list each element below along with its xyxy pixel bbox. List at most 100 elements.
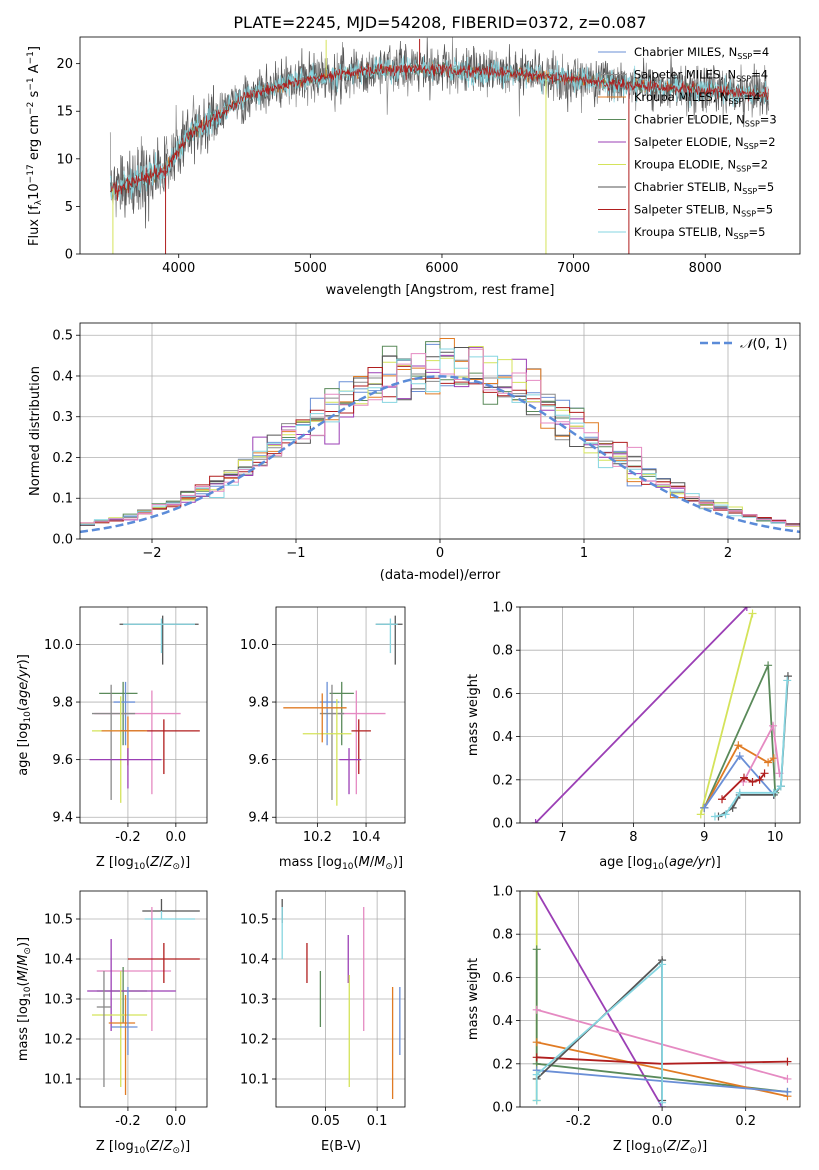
x-tick-label: 0.1 <box>367 1114 388 1129</box>
y-tick-label: 9.4 <box>248 811 269 826</box>
weight-marker <box>760 769 769 778</box>
legend-entry: Salpeter STELIB, NSSP=5 <box>634 203 773 219</box>
weight-marker <box>700 803 709 812</box>
errorbar-point <box>283 693 347 743</box>
legend-subscript: SSP <box>737 52 752 61</box>
weight-marker <box>764 758 773 767</box>
legend-entry: Chabrier STELIB, NSSP=5 <box>634 180 774 196</box>
legend-subscript: SSP <box>745 120 760 129</box>
errorbar-point <box>108 995 136 1095</box>
x-tick-label: 10 <box>767 830 784 845</box>
weight-marker <box>769 788 778 797</box>
errorbar-point <box>119 615 199 665</box>
y-tick-label: 0.2 <box>492 1057 513 1072</box>
axes-frame <box>519 606 801 824</box>
y-tick-label: 0.2 <box>52 451 73 466</box>
errorbar-point <box>144 911 196 920</box>
y-tick-label: 10.1 <box>240 1073 269 1088</box>
legend-tail: =2 <box>751 158 768 172</box>
y-tick-label: 0.4 <box>52 369 73 384</box>
y-tick-label: 0.0 <box>492 817 513 832</box>
y-tick-label: 5 <box>65 200 73 215</box>
plot-area <box>531 607 792 823</box>
y-tick-label: 0.8 <box>492 928 513 943</box>
x-axis-label: Z [log10(Z/Z⊙)] <box>96 855 190 872</box>
x-tick-label: 10.4 <box>352 830 381 845</box>
weight-marker <box>769 754 778 763</box>
y-tick-label: 0.3 <box>52 410 73 425</box>
weight-marker <box>783 1087 792 1096</box>
errorbar-point <box>319 684 345 800</box>
x-tick-label: 4000 <box>162 261 195 276</box>
weight-marker <box>783 676 792 685</box>
y-tick-label: 0.1 <box>52 492 73 507</box>
weight-marker <box>735 752 744 761</box>
errorbar-point <box>120 719 200 775</box>
x-tick-label: 0.05 <box>311 1114 340 1129</box>
weight-vs-age-panel: 7 8 9 10 0.0 0.2 0.4 0.6 0.8 1.0 age [log10(age/yr… <box>466 601 801 872</box>
plot-area <box>281 899 401 1099</box>
errorbar-point <box>96 907 172 1031</box>
y-tick-label: 10.3 <box>240 993 269 1008</box>
legend-tail: =4 <box>744 90 761 104</box>
mass-vs-metallicity-panel: -0.2 0.0 10.1 10.2 10.3 10.4 10.5 Z [log10(Z/Z⊙… <box>16 890 208 1156</box>
legend-entry: Salpeter MILES, NSSP=4 <box>634 68 768 84</box>
axes-frame <box>79 36 801 255</box>
weight-line <box>699 613 754 815</box>
legend-subscript: SSP <box>734 232 749 241</box>
x-axis-label: Z [log10(Z/Z⊙)] <box>96 1139 190 1156</box>
legend-tail: =2 <box>759 135 776 149</box>
legend-subscript: SSP <box>729 97 744 106</box>
y-tick-label: 10.0 <box>44 638 73 653</box>
weight-vs-metallicity-panel: -0.2 0.0 0.2 0.0 0.2 0.4 0.6 0.8 1.0 Z [log10(Z/Z… <box>466 885 801 1156</box>
spectrum-panel: 4000 5000 6000 7000 8000 0 5 10 15 20 Chabrier MIL… <box>26 36 801 298</box>
x-tick-label: 0.2 <box>735 1114 756 1129</box>
y-tick-label: 10.0 <box>240 638 269 653</box>
weight-marker <box>769 721 778 730</box>
y-tick-label: 0.5 <box>52 329 73 344</box>
x-tick-label: 9 <box>700 830 708 845</box>
errorbar-point <box>91 971 148 1087</box>
weight-marker <box>740 773 748 782</box>
weight-marker <box>532 1053 541 1062</box>
x-tick-label: 0.0 <box>652 1114 673 1129</box>
legend-tail: =4 <box>752 45 769 59</box>
x-axis-label: age [log10(age/yr)] <box>599 855 721 872</box>
weight-marker <box>776 782 785 791</box>
weight-line <box>703 743 775 809</box>
x-tick-label: -0.2 <box>115 1114 140 1129</box>
y-tick-label: 0.0 <box>492 1101 513 1116</box>
y-tick-label: 0.4 <box>492 730 513 745</box>
y-tick-label: 0.6 <box>492 971 513 986</box>
y-tick-label: 10.5 <box>240 913 269 928</box>
weight-marker <box>696 810 705 819</box>
plot-area <box>89 615 200 803</box>
weight-marker <box>748 777 757 786</box>
weight-marker <box>532 1070 541 1079</box>
age-vs-mass-panel: 10.2 10.4 9.4 9.6 9.8 10.0 mass [log10(M/M⊙)] <box>240 606 406 872</box>
y-tick-label: 0.8 <box>492 644 513 659</box>
weight-marker <box>783 1057 792 1066</box>
x-tick-label: -0.2 <box>115 830 140 845</box>
errorbar-point <box>94 690 181 795</box>
y-tick-label: 10.4 <box>44 953 73 968</box>
y-tick-label: 10.4 <box>240 953 269 968</box>
x-tick-label: −1 <box>286 546 305 561</box>
legend-tail: =5 <box>756 203 773 217</box>
weight-marker <box>658 1098 667 1107</box>
plot-area <box>87 899 200 1095</box>
y-axis-label: Normed distribution <box>28 366 43 496</box>
x-tick-label: 8 <box>629 830 637 845</box>
axes-frame <box>519 890 801 1108</box>
errorbar-point <box>101 716 148 766</box>
y-tick-label: 0 <box>65 248 73 263</box>
spectrum-line <box>109 55 769 201</box>
y-tick-label: 10.5 <box>44 913 73 928</box>
x-tick-label: 5000 <box>294 261 327 276</box>
weight-marker <box>531 819 540 823</box>
y-tick-label: 15 <box>56 105 73 120</box>
weight-marker <box>658 960 667 969</box>
weight-marker <box>735 788 744 797</box>
plot-area <box>80 338 800 534</box>
y-tick-label: 1.0 <box>492 601 513 616</box>
